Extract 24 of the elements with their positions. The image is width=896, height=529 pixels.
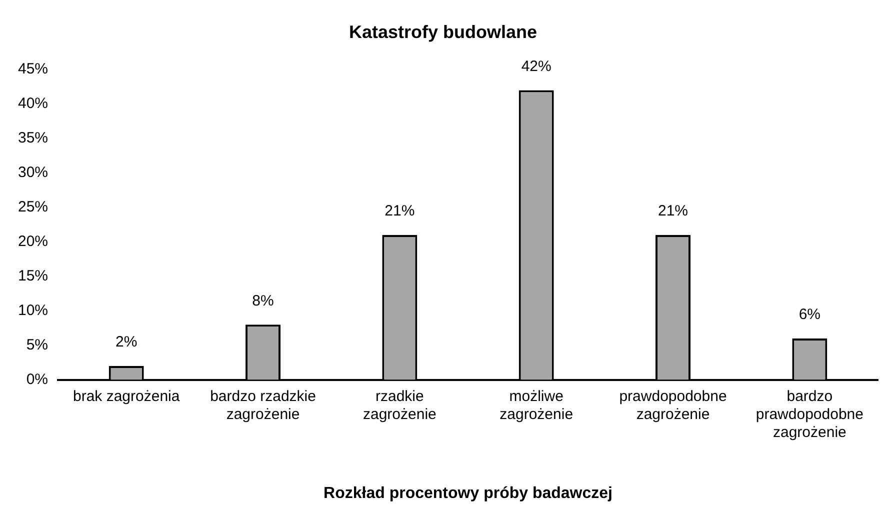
data-label: 42% — [521, 58, 552, 75]
x-tick-label: możliwe zagrożenie — [500, 388, 574, 423]
data-label: 8% — [252, 292, 274, 310]
data-label: 21% — [658, 202, 688, 220]
data-label: 6% — [798, 306, 821, 324]
y-tick-label: 5% — [26, 336, 48, 354]
x-tick-label: brak zagrożenia — [72, 388, 180, 405]
y-tick-label: 20% — [18, 233, 48, 250]
y-tick-label: 0% — [26, 370, 48, 388]
chart-title: Katastrofy budowlane — [348, 22, 538, 42]
y-tick-label: 45% — [18, 60, 48, 78]
x-tick-label: rzadkie zagrożenie — [362, 388, 436, 423]
y-tick-label: 30% — [18, 164, 48, 182]
y-tick-label: 10% — [18, 302, 48, 320]
y-tick-label: 35% — [18, 130, 48, 147]
x-axis-title: Rozkład procentowy próby badawczej — [324, 484, 612, 502]
y-tick-label: 15% — [18, 268, 48, 285]
y-tick-label: 25% — [18, 198, 48, 216]
y-tick-label: 40% — [18, 95, 48, 112]
x-tick-label: bardzo rzadzkie zagrożenie — [210, 388, 316, 423]
x-tick-label: bardzo prawdopodobne zagrożenie — [756, 388, 864, 441]
data-label: 2% — [116, 334, 138, 351]
data-label: 21% — [384, 202, 415, 220]
x-tick-label: prawdopodobne zagrożenie — [619, 388, 727, 423]
